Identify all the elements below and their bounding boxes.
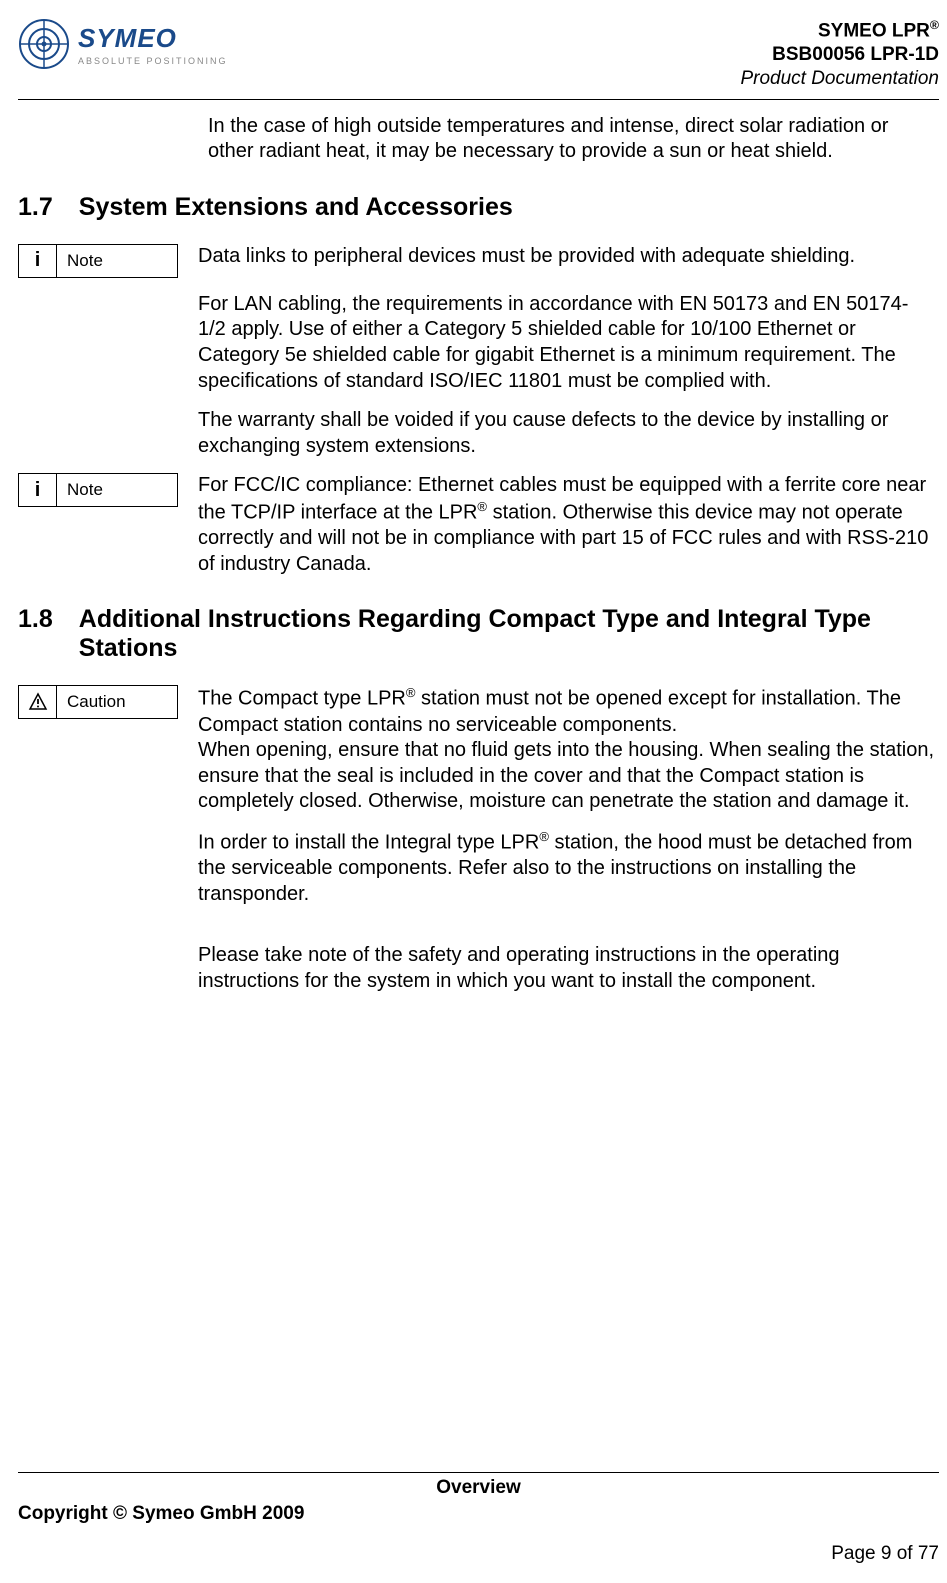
note-label: Note [57,251,177,271]
heading-number: 1.8 [18,605,53,663]
page-header: SYMEO ABSOLUTE POSITIONING SYMEO LPR® BS… [18,18,939,100]
note-block-1: i Note Data links to peripheral devices … [18,244,939,278]
registered-mark: ® [930,18,939,32]
caution-label: Caution [57,692,177,712]
final-paragraph-row: Please take note of the safety and opera… [18,943,939,994]
product-line-1: SYMEO LPR® [740,18,939,43]
caution-text: In order to install the Integral type LP… [198,829,935,907]
info-icon: i [19,474,57,506]
heading-1-8: 1.8 Additional Instructions Regarding Co… [18,605,939,663]
heading-text: System Extensions and Accessories [79,193,939,222]
product-line-3: Product Documentation [740,67,939,91]
caution-block: Caution The Compact type LPR® station mu… [18,685,939,815]
note-text: Data links to peripheral devices must be… [198,244,935,270]
brand-tagline: ABSOLUTE POSITIONING [78,56,228,66]
caution-text: The Compact type LPR® station must not b… [198,685,935,815]
final-paragraph: Please take note of the safety and opera… [198,943,935,994]
note-continuation: For LAN cabling, the requirements in acc… [18,292,939,394]
heading-number: 1.7 [18,193,53,222]
symeo-logo-icon [18,18,70,70]
logo-text: SYMEO ABSOLUTE POSITIONING [78,23,228,66]
note-block-2: i Note For FCC/IC compliance: Ethernet c… [18,473,939,577]
note-badge: i Note [18,244,178,278]
note-continuation: The warranty shall be voided if you caus… [18,408,939,459]
product-line-2: BSB00056 LPR-1D [740,43,939,67]
text-fragment: The Compact type LPR [198,688,406,710]
text-fragment: In order to install the Integral type LP… [198,832,539,854]
text-fragment: When opening, ensure that no fluid gets … [198,739,934,812]
document-page: SYMEO ABSOLUTE POSITIONING SYMEO LPR® BS… [0,0,947,1583]
heading-text: Additional Instructions Regarding Compac… [79,605,939,663]
info-icon: i [19,245,57,277]
note-text: The warranty shall be voided if you caus… [198,408,935,459]
footer-row-2: Page 9 of 77 [18,1525,939,1565]
note-badge: i Note [18,473,178,507]
warning-triangle-icon [28,692,48,712]
header-meta: SYMEO LPR® BSB00056 LPR-1D Product Docum… [740,18,939,91]
logo-area: SYMEO ABSOLUTE POSITIONING [18,18,228,70]
registered-mark: ® [539,829,549,844]
note-text: For LAN cabling, the requirements in acc… [198,292,935,394]
registered-mark: ® [477,499,487,514]
footer-section-title: Overview [18,1477,939,1499]
product-name: SYMEO LPR [818,20,930,41]
page-number: Page 9 of 77 [831,1543,939,1565]
brand-name: SYMEO [78,23,228,54]
caution-continuation: In order to install the Integral type LP… [18,829,939,907]
spacer [18,921,939,943]
caution-icon [19,686,57,718]
copyright-text: Copyright © Symeo GmbH 2009 [18,1503,304,1525]
intro-paragraph: In the case of high outside temperatures… [208,114,935,165]
caution-badge: Caution [18,685,178,719]
heading-1-7: 1.7 System Extensions and Accessories [18,193,939,222]
page-content: In the case of high outside temperatures… [18,114,939,995]
footer-row: Copyright © Symeo GmbH 2009 [18,1503,939,1525]
footer-divider [18,1472,939,1473]
note-label: Note [57,480,177,500]
note-text: For FCC/IC compliance: Ethernet cables m… [198,473,935,577]
page-footer: Overview Copyright © Symeo GmbH 2009 Pag… [18,1472,939,1565]
